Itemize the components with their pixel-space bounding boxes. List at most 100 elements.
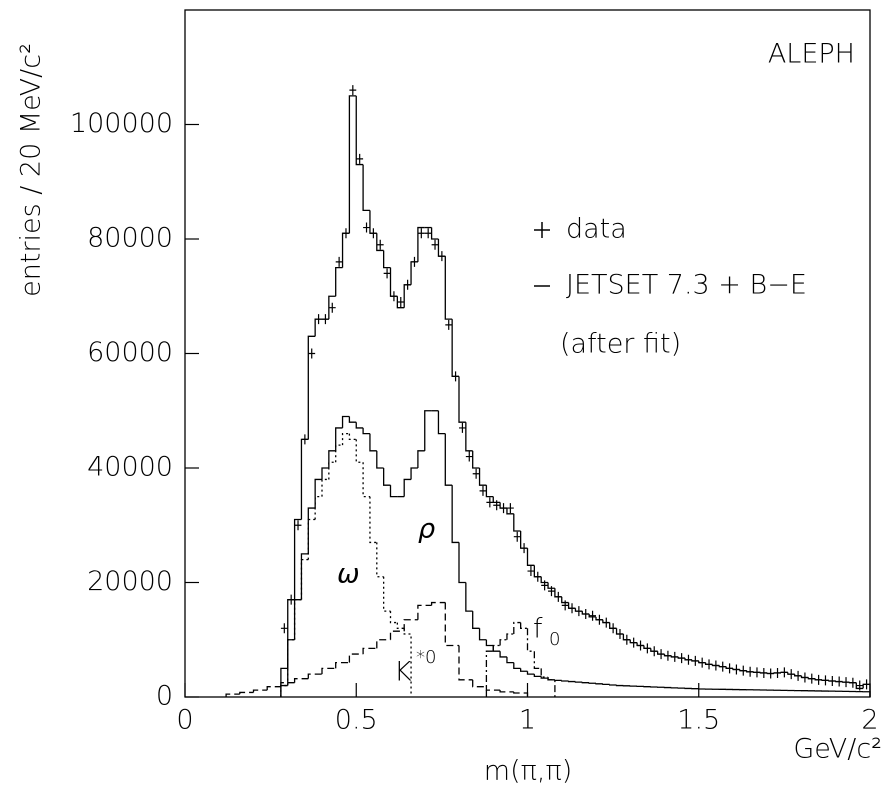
histogram-bin [328, 461, 336, 480]
histogram-bin [615, 684, 624, 687]
histogram-bin [513, 513, 521, 532]
histogram-bin [417, 450, 425, 468]
histogram-bin [862, 683, 871, 697]
histogram-bin [451, 319, 459, 378]
histogram-bin [300, 553, 309, 600]
data-point [308, 348, 316, 359]
data-point [472, 468, 480, 479]
histogram-bin [335, 266, 343, 297]
histogram-bin [478, 468, 487, 486]
x-tick-label: 1 [519, 705, 536, 736]
histogram-bin [609, 684, 617, 686]
histogram-bin [472, 679, 487, 688]
histogram-bin [376, 450, 384, 469]
histogram-bin [300, 438, 309, 520]
histogram-bin [581, 682, 590, 684]
x-tick-label: 2 [861, 705, 878, 736]
data-point [527, 566, 535, 577]
histogram-bin [362, 164, 370, 212]
histogram-bin [588, 613, 596, 618]
histogram-bin [341, 232, 350, 268]
histogram-bin [752, 671, 761, 674]
histogram-bin [348, 433, 357, 441]
histogram-bin [567, 602, 576, 609]
y-tick-label: 80000 [87, 223, 173, 254]
histogram-bin [670, 655, 679, 658]
histogram-bin [403, 478, 412, 497]
histogram-bin [383, 576, 391, 612]
histogram-bin [417, 604, 432, 620]
histogram-bin [520, 530, 528, 549]
histogram-bin [499, 690, 514, 693]
data-point [479, 485, 487, 496]
histogram-bin [506, 633, 514, 640]
histogram-bin [300, 558, 309, 600]
histogram-bin [732, 668, 740, 671]
y-axis-label: entries / 20 MeV/c² [16, 43, 47, 297]
histogram-bin [362, 462, 370, 498]
histogram-bin [602, 619, 610, 624]
histogram-bin [314, 478, 322, 509]
histogram-bin [287, 599, 295, 669]
histogram-bin [266, 686, 281, 691]
histogram-bin [787, 672, 795, 675]
histogram-bin [835, 680, 843, 683]
histogram-bin [403, 284, 412, 308]
histogram-bin [828, 680, 836, 682]
histogram-bin [396, 622, 405, 629]
histogram-bin [430, 601, 446, 606]
histogram-bin [348, 653, 364, 663]
histogram-bin [821, 679, 829, 682]
legend-marker [534, 222, 550, 238]
histogram-bin [499, 639, 507, 646]
histogram-bin [629, 639, 638, 644]
histogram-bin [307, 518, 316, 560]
histogram-bin [657, 651, 665, 655]
histogram-bin [485, 686, 501, 691]
histogram-bin [355, 422, 364, 429]
histogram-bin [280, 682, 295, 687]
histogram-bin [252, 689, 268, 693]
histogram-bin [526, 671, 535, 675]
histogram-bin [650, 648, 658, 652]
histogram-bin [704, 662, 713, 666]
histogram-bin [293, 599, 302, 640]
histogram-bin [458, 542, 466, 584]
histogram-bin [485, 485, 494, 498]
annotation: *0 [416, 647, 436, 668]
histogram-bin [410, 261, 418, 285]
histogram-bin [513, 691, 529, 697]
histogram-bin [321, 478, 329, 497]
data-point [349, 85, 357, 96]
histogram-bin [293, 678, 309, 683]
data-point [383, 268, 391, 279]
data-point [589, 610, 596, 621]
histogram-bin [458, 645, 473, 681]
histogram-bin [554, 679, 562, 682]
histogram-bin [773, 672, 781, 674]
histogram-bin [376, 639, 391, 649]
histogram-bin [725, 666, 733, 670]
histogram-bin [547, 582, 555, 589]
histogram-bin [540, 576, 549, 584]
histogram-bin [369, 210, 377, 234]
histogram-bin [547, 676, 556, 697]
histogram-bin [588, 682, 596, 684]
data-point [486, 497, 494, 508]
histogram-bin [383, 250, 391, 269]
plot-frame [184, 9, 871, 698]
histogram-bin [759, 672, 768, 674]
histogram-bin [636, 642, 644, 647]
histogram-bin [383, 468, 391, 486]
histogram-bin [520, 668, 528, 672]
histogram-bin [485, 650, 494, 697]
histogram-bin [848, 682, 857, 684]
histogram-bin [458, 376, 466, 423]
histogram-bin [287, 639, 295, 686]
histogram-bin [540, 668, 549, 678]
histogram-bin [492, 644, 501, 652]
histogram-bin [513, 621, 521, 635]
histogram-bin [581, 611, 590, 615]
histogram-bin [314, 495, 322, 520]
